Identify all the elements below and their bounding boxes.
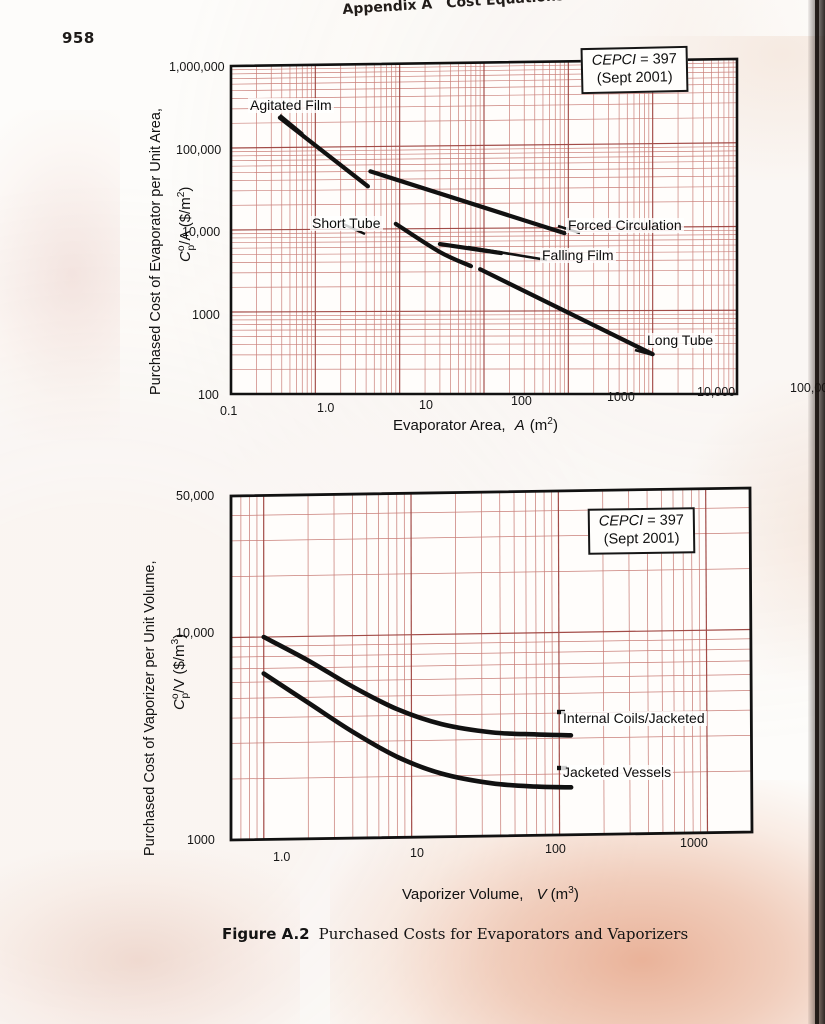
running-head: Appendix A Cost Equations and Curves for … (342, 0, 825, 36)
plot-frame (229, 57, 739, 396)
y-tick-10000: 10,000 (182, 225, 221, 239)
curve-label-internal-coils-jacketed: Internal Coils/Jacketed (561, 710, 707, 726)
curve-label-forced-circulation: Forced Circulation (566, 217, 684, 233)
y-axis-symbol-C: C (171, 699, 188, 710)
y-axis-symbol-C: C (177, 251, 194, 262)
plot-frame (229, 486, 754, 842)
cepci-annotation-vaporizer: CEPCI = 397 (Sept 2001) (587, 507, 696, 556)
x-tick-100: 100 (511, 394, 532, 408)
vaporizer-chart: 50,000 10,000 1000 1.0 10 100 1000 (176, 472, 765, 864)
y-axis-symbol-rest: /A ($/m (177, 197, 194, 245)
cepci-value: = 397 (647, 512, 685, 529)
y-axis-symbol-vaporizer: Cop/V ($/m3) (170, 634, 191, 710)
cepci-value: = 397 (639, 51, 678, 68)
figure-caption: Figure A.2 Purchased Costs for Evaporator… (222, 925, 742, 943)
curve-label-falling-film: Falling Film (540, 247, 616, 263)
y-tick-100000: 100,000 (176, 143, 222, 157)
cepci-line-2: (Sept 2001) (603, 530, 680, 548)
x-axis-unit: (m (529, 417, 548, 434)
y-axis-title-vaporizer: Purchased Cost of Vaporizer per Unit Vol… (142, 560, 158, 856)
y-tick-50000: 50,000 (176, 489, 215, 503)
x-tick-1.0: 1.0 (273, 850, 291, 864)
x-axis-unit: (m (550, 886, 569, 903)
figure-caption-text: Purchased Costs for Evaporators and Vapo… (318, 925, 689, 943)
y-axis-symbol-unit-exponent: 2 (176, 191, 187, 198)
y-axis-title-evaporator: Purchased Cost of Evaporator per Unit Ar… (148, 108, 164, 395)
y-tick-10000: 10,000 (176, 626, 215, 640)
y-axis-title-text: Purchased Cost of Vaporizer per Unit Vol… (142, 560, 158, 856)
vaporizer-chart-svg (229, 486, 754, 842)
y-axis-title-text: Purchased Cost of Evaporator per Unit Ar… (148, 108, 164, 395)
y-tick-100: 100 (198, 388, 219, 402)
x-tick-10: 10 (410, 846, 424, 860)
x-axis-title-text: Evaporator Area, (393, 417, 506, 434)
x-tick-1.0: 1.0 (317, 401, 335, 415)
x-axis-title-text: Vaporizer Volume, (402, 886, 524, 903)
page-number: 958 (62, 29, 95, 47)
x-axis-unit-close: ) (552, 417, 558, 434)
x-tick-0.1: 0.1 (220, 404, 238, 418)
x-tick-10000: 10,000 (697, 385, 736, 399)
running-head-title: Cost Equations and Curves for the CAPCOS… (446, 0, 825, 11)
curve-label-long-tube: Long Tube (645, 332, 716, 348)
paper-stain-left (0, 110, 120, 440)
x-axis-unit-exponent: 3 (568, 885, 574, 896)
x-tick-1000: 1000 (607, 390, 635, 404)
x-axis-unit-exponent: 2 (547, 416, 553, 427)
x-tick-1000: 1000 (680, 836, 708, 850)
x-tick-100: 100 (545, 842, 566, 856)
y-axis-symbol-subscript: p (180, 692, 191, 699)
curve-label-agitated-film: Agitated Film (248, 97, 334, 113)
cepci-line-2: (Sept 2001) (596, 68, 673, 87)
y-tick-1000: 1000 (187, 833, 215, 847)
y-axis-symbol-rest: /V ($/m (171, 644, 188, 693)
curve-label-short-tube: Short Tube (310, 215, 383, 231)
book-gutter-dark-strip (815, 0, 819, 1024)
x-axis-title-evaporator: Evaporator Area, A (m2) (393, 416, 558, 434)
x-tick-10: 10 (419, 398, 433, 412)
cepci-label: CEPCI (598, 512, 644, 530)
y-axis-symbol-subscript: p (186, 244, 197, 251)
figure-number: Figure A.2 (222, 925, 310, 943)
x-axis-unit-close: ) (573, 886, 579, 903)
y-tick-1000: 1000 (192, 308, 220, 322)
y-axis-symbol-close: ) (171, 633, 188, 639)
y-axis-symbol-evaporator: Cop/A ($/m2) (176, 187, 197, 262)
x-axis-symbol: A (514, 417, 525, 434)
y-axis-symbol-close: ) (177, 186, 194, 192)
cepci-annotation-evaporator: CEPCI = 397 (Sept 2001) (580, 45, 689, 95)
y-tick-1000000: 1,000,000 (169, 60, 225, 74)
plot-background (231, 488, 752, 840)
x-axis-symbol: V (536, 886, 547, 903)
y-axis-symbol-unit-exponent: 3 (170, 638, 181, 645)
curve-label-jacketed-vessels: Jacketed Vessels (561, 764, 674, 780)
running-head-appendix: Appendix A (342, 0, 433, 18)
cepci-line-1: CEPCI = 397 (592, 51, 677, 70)
curve-group (261, 634, 574, 790)
x-axis-title-vaporizer: Vaporizer Volume, V (m3) (402, 885, 579, 903)
cepci-line-1: CEPCI = 397 (599, 512, 684, 531)
cepci-label: CEPCI (591, 51, 637, 69)
